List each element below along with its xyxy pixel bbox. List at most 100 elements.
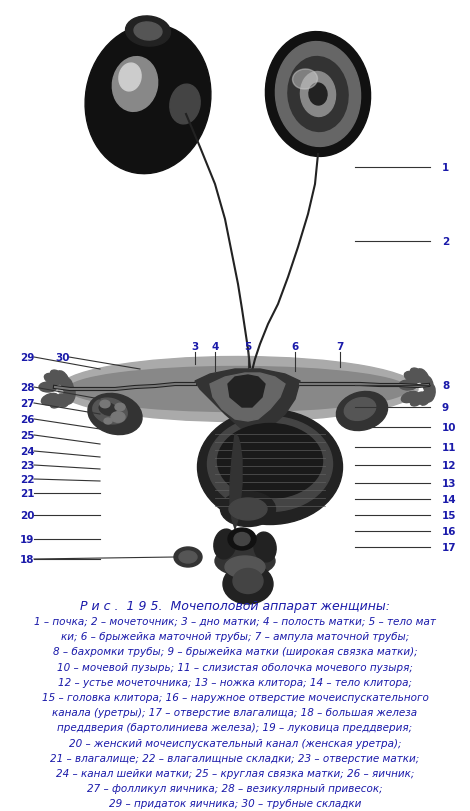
Ellipse shape <box>309 84 327 106</box>
Ellipse shape <box>218 424 322 499</box>
Text: 29 – придаток яичника; 30 – трубные складки: 29 – придаток яичника; 30 – трубные скла… <box>109 798 361 809</box>
Ellipse shape <box>207 417 332 512</box>
Ellipse shape <box>44 374 62 385</box>
Ellipse shape <box>275 42 360 148</box>
Ellipse shape <box>401 392 419 403</box>
Ellipse shape <box>125 17 171 47</box>
Text: 15: 15 <box>442 510 456 521</box>
Text: 10: 10 <box>442 423 456 432</box>
Ellipse shape <box>225 556 265 578</box>
Ellipse shape <box>104 418 112 424</box>
Ellipse shape <box>234 533 250 546</box>
Polygon shape <box>195 370 300 435</box>
Ellipse shape <box>266 32 370 157</box>
Text: 4: 4 <box>212 341 219 351</box>
Ellipse shape <box>254 533 276 562</box>
Polygon shape <box>228 375 265 407</box>
Text: 16: 16 <box>442 526 456 536</box>
Text: 7: 7 <box>337 341 344 351</box>
Text: 11: 11 <box>442 443 456 453</box>
Ellipse shape <box>423 376 433 394</box>
Ellipse shape <box>88 394 142 435</box>
Text: 20: 20 <box>20 510 34 521</box>
Ellipse shape <box>57 371 69 388</box>
Ellipse shape <box>99 403 117 416</box>
Ellipse shape <box>85 25 211 174</box>
Ellipse shape <box>100 401 110 408</box>
Text: 22: 22 <box>20 474 34 484</box>
Ellipse shape <box>41 394 59 406</box>
Text: 24 – канал шейки матки; 25 – круглая связка матки; 26 – яичник;: 24 – канал шейки матки; 25 – круглая свя… <box>56 768 414 778</box>
Text: 20 – женский мочеиспускательный канал (женская уретра);: 20 – женский мочеиспускательный канал (ж… <box>69 738 401 748</box>
Ellipse shape <box>399 380 417 391</box>
Text: 1: 1 <box>442 163 449 173</box>
Text: 30: 30 <box>55 353 70 363</box>
Ellipse shape <box>229 499 267 521</box>
Ellipse shape <box>215 547 275 577</box>
Text: 1 – почка; 2 – мочеточник; 3 – дно матки; 4 – полость матки; 5 – тело мат: 1 – почка; 2 – мочеточник; 3 – дно матки… <box>34 616 436 626</box>
Text: 14: 14 <box>442 495 457 504</box>
Text: 3: 3 <box>191 341 199 351</box>
Text: 13: 13 <box>442 478 456 488</box>
Text: 19: 19 <box>20 534 34 544</box>
Ellipse shape <box>93 399 127 424</box>
Ellipse shape <box>420 389 432 406</box>
Text: канала (уретры); 17 – отверстие влагалища; 18 – большая железа: канала (уретры); 17 – отверстие влагалищ… <box>53 707 417 717</box>
Ellipse shape <box>292 70 317 90</box>
Ellipse shape <box>197 410 343 525</box>
Ellipse shape <box>337 392 388 431</box>
Ellipse shape <box>111 412 125 423</box>
Text: 5: 5 <box>244 341 251 351</box>
Ellipse shape <box>119 64 141 92</box>
Ellipse shape <box>58 357 418 422</box>
Text: 29: 29 <box>20 353 34 363</box>
Text: 2: 2 <box>442 237 449 247</box>
Ellipse shape <box>60 392 72 408</box>
Text: 24: 24 <box>20 446 35 457</box>
Ellipse shape <box>425 384 435 402</box>
Text: 8: 8 <box>442 380 449 391</box>
Ellipse shape <box>134 23 162 41</box>
Text: 25: 25 <box>20 431 34 440</box>
Ellipse shape <box>50 395 66 409</box>
Text: 10 – мочевой пузырь; 11 – слизистая оболочка мочевого пузыря;: 10 – мочевой пузырь; 11 – слизистая обол… <box>57 662 413 672</box>
Ellipse shape <box>220 492 275 527</box>
Text: 8 – бахромки трубы; 9 – брыжейка матки (широкая связка матки);: 8 – бахромки трубы; 9 – брыжейка матки (… <box>53 646 417 657</box>
Text: 6: 6 <box>291 341 298 351</box>
Polygon shape <box>230 435 242 530</box>
Text: 26: 26 <box>20 414 34 424</box>
Ellipse shape <box>63 379 73 397</box>
Text: 12 – устье мочеточника; 13 – ножка клитора; 14 – тело клитора;: 12 – устье мочеточника; 13 – ножка клито… <box>58 677 412 687</box>
Text: 23: 23 <box>20 461 34 470</box>
Ellipse shape <box>170 85 200 125</box>
Text: 28: 28 <box>20 383 34 393</box>
Text: Р и с .  1 9 5.  Мочеполовой аппарат женщины:: Р и с . 1 9 5. Мочеполовой аппарат женщи… <box>80 599 390 612</box>
Ellipse shape <box>68 367 408 412</box>
Text: 9: 9 <box>442 402 449 413</box>
Text: 17: 17 <box>442 543 457 552</box>
Ellipse shape <box>228 528 256 551</box>
Text: 12: 12 <box>442 461 456 470</box>
Ellipse shape <box>345 398 376 421</box>
Ellipse shape <box>233 569 263 594</box>
Ellipse shape <box>223 564 273 604</box>
Polygon shape <box>210 374 285 422</box>
Ellipse shape <box>65 387 75 405</box>
Ellipse shape <box>214 530 236 560</box>
Ellipse shape <box>179 551 197 564</box>
Text: преддверия (бартолиниева железа); 19 – луковица преддверия;: преддверия (бартолиниева железа); 19 – л… <box>57 723 413 732</box>
Ellipse shape <box>404 372 422 383</box>
Ellipse shape <box>410 369 426 383</box>
Text: 27: 27 <box>20 398 35 409</box>
Text: 15 – головка клитора; 16 – наружное отверстие мочеиспускательного: 15 – головка клитора; 16 – наружное отве… <box>41 692 429 702</box>
Ellipse shape <box>39 383 57 393</box>
Text: ки; 6 – брыжейка маточной трубы; 7 – ампула маточной трубы;: ки; 6 – брыжейка маточной трубы; 7 – амп… <box>61 632 409 642</box>
Text: 18: 18 <box>20 554 34 564</box>
Ellipse shape <box>288 58 348 132</box>
Ellipse shape <box>410 393 426 406</box>
Text: 27 – фолликул яичника; 28 – везикулярный привесок;: 27 – фолликул яичника; 28 – везикулярный… <box>87 783 383 793</box>
Ellipse shape <box>174 547 202 568</box>
Ellipse shape <box>112 58 157 112</box>
Ellipse shape <box>115 404 125 411</box>
Text: 21 – влагалище; 22 – влагалищные складки; 23 – отверстие матки;: 21 – влагалище; 22 – влагалищные складки… <box>50 753 420 763</box>
